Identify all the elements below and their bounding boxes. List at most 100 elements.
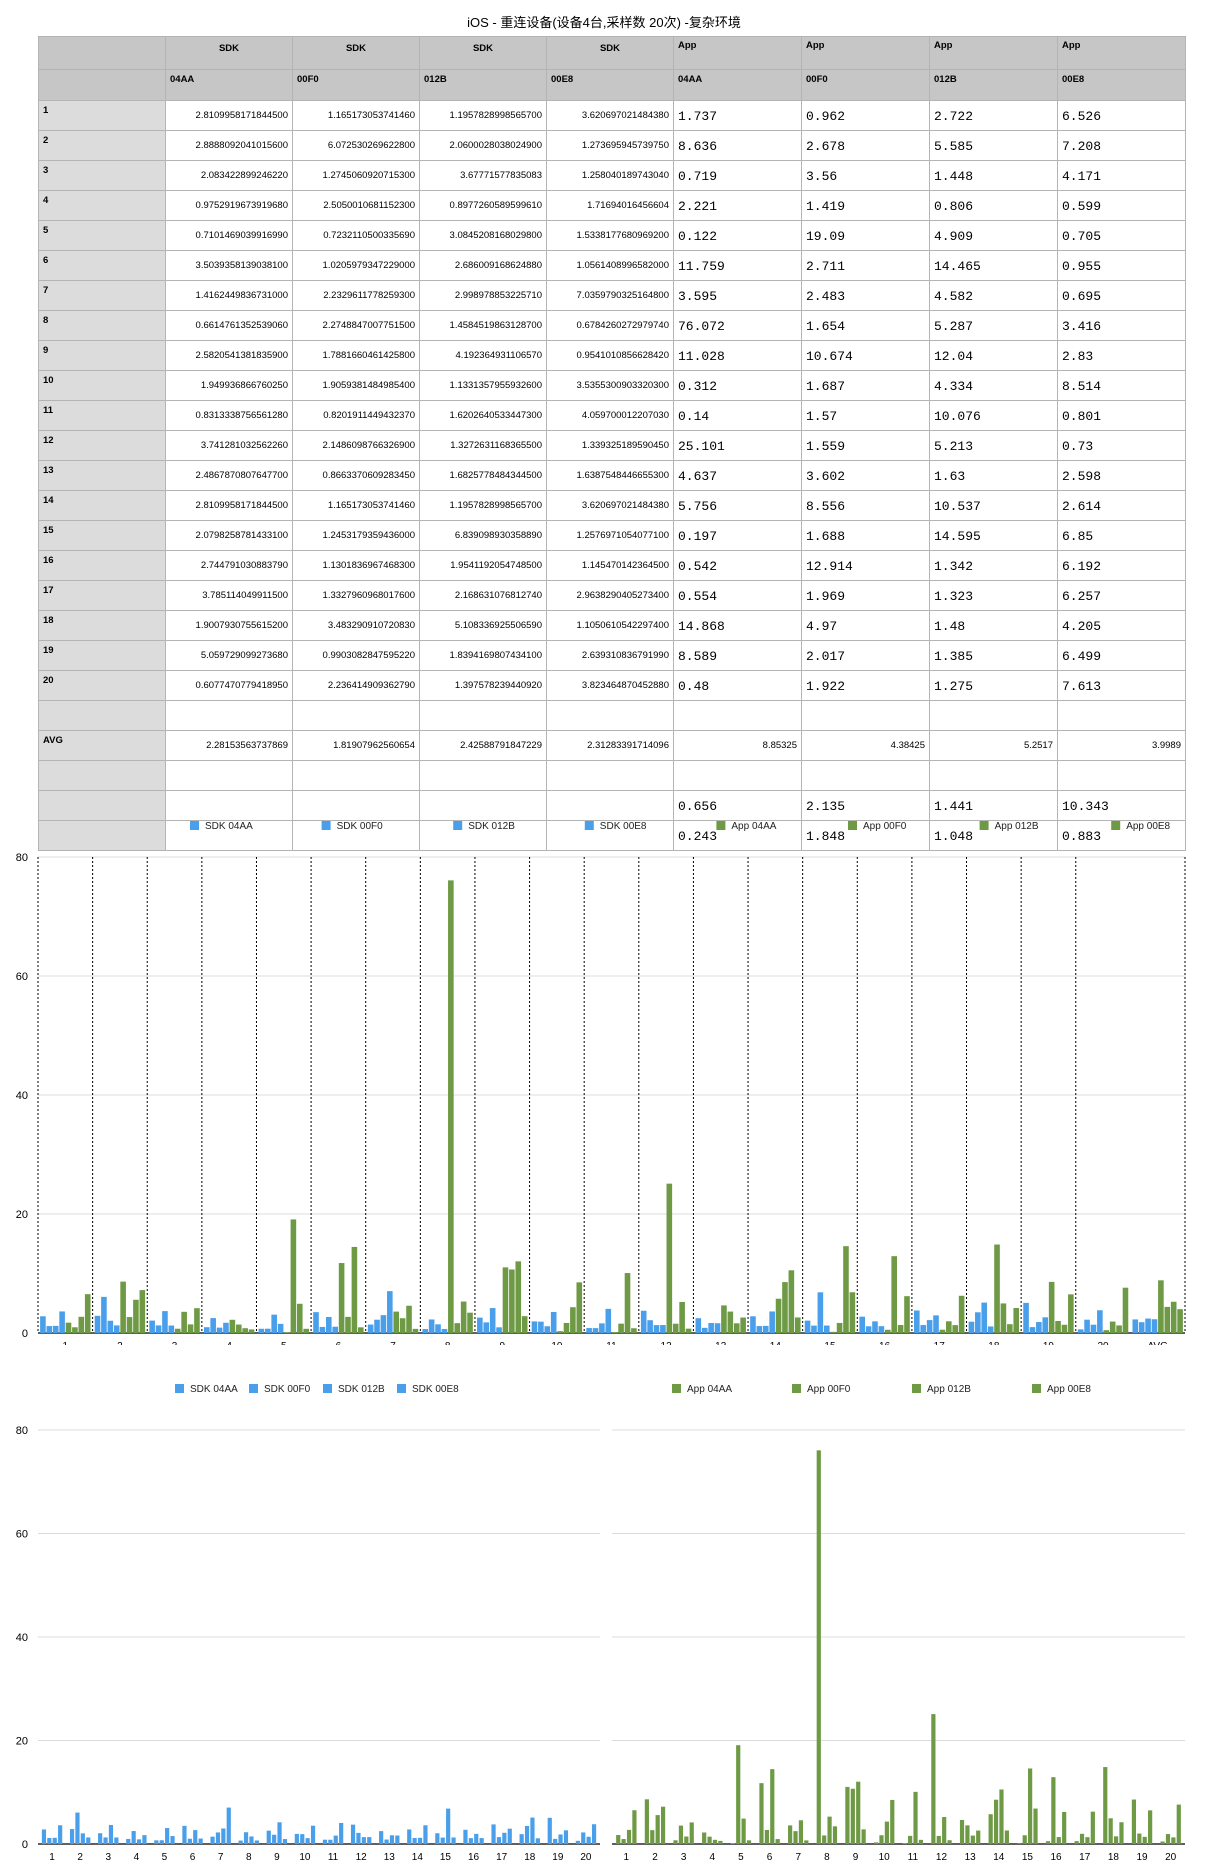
x-tick-label: 10 [551, 1341, 563, 1345]
app-cell: 1.654 [801, 310, 930, 341]
legend-label: SDK 00E8 [412, 1384, 459, 1395]
bar [358, 1327, 364, 1333]
bar [235, 1324, 242, 1333]
app-cell: 6.499 [1057, 640, 1186, 671]
bar [640, 1310, 647, 1333]
bar [277, 1323, 284, 1333]
sdk-cell: 3.483290910720830 [292, 610, 420, 641]
table-row: 8 0.6614761352539060 2.2748847007751500 1.4… [38, 310, 1186, 341]
x-tick-label: 14 [770, 1341, 782, 1345]
empty-cell [546, 700, 674, 731]
bar [1177, 1309, 1183, 1333]
sdk-cell: 3.5039358139038100 [165, 250, 293, 281]
row-label: 11 [38, 400, 166, 431]
app-cell: 3.602 [801, 460, 930, 491]
bar [1138, 1322, 1145, 1333]
bar [193, 1830, 198, 1844]
sdk-cell: 1.2745060920715300 [292, 160, 420, 191]
app-cell: 5.756 [673, 490, 802, 521]
legend-swatch [716, 821, 726, 830]
bar [993, 1799, 999, 1844]
bar [547, 1817, 552, 1844]
bar [958, 1295, 965, 1333]
extra-row: 0.243 1.848 1.048 0.883 [38, 820, 1186, 851]
app-cell: 8.514 [1057, 370, 1186, 401]
x-tick-label: 9 [499, 1341, 505, 1345]
bar [530, 1817, 535, 1844]
sdk-cell: 2.0600028038024900 [419, 130, 547, 161]
bar [531, 1321, 538, 1333]
row-label [38, 820, 166, 851]
app-cell: 19.09 [801, 220, 930, 251]
bar [535, 1838, 540, 1844]
row-label [38, 790, 166, 821]
x-tick-label: 7 [795, 1852, 801, 1862]
app-cell: 1.737 [673, 100, 802, 131]
bar [1079, 1833, 1085, 1844]
bar [333, 1835, 338, 1844]
x-tick-label: 12 [936, 1852, 948, 1862]
bar [918, 1839, 924, 1844]
bar [198, 1838, 203, 1844]
app-cell: 3.595 [673, 280, 802, 311]
bar [746, 1840, 752, 1844]
bar [393, 1311, 400, 1333]
table-row: 17 3.785114049911500 1.3327960968017600 2.1… [38, 580, 1186, 611]
bar [843, 1246, 849, 1333]
bar [52, 1837, 57, 1844]
bar [389, 1835, 395, 1844]
bar [859, 1316, 865, 1333]
bar [1131, 1799, 1137, 1844]
bar [69, 1829, 75, 1844]
bar [384, 1839, 389, 1844]
bar [611, 1332, 618, 1333]
bar [131, 1831, 136, 1844]
bar [879, 1835, 884, 1844]
bar [920, 1325, 927, 1333]
sdk-cell: 2.168631076812740 [419, 580, 547, 611]
row-label: 15 [38, 520, 166, 551]
app-cell: 11.028 [673, 340, 802, 371]
x-tick-label: 1 [49, 1852, 55, 1862]
app-cell: 2.221 [673, 190, 802, 221]
table-row: 14 2.8109958171844500 1.165173053741460 1.1… [38, 490, 1186, 521]
bar [47, 1837, 52, 1844]
bar [770, 1769, 775, 1844]
bar [631, 1328, 637, 1333]
legend-label: SDK 00E8 [600, 821, 647, 832]
bar [187, 1324, 194, 1333]
bar [374, 1319, 380, 1333]
bar [890, 1799, 895, 1844]
bar [999, 1789, 1004, 1844]
app-cell: 12.914 [801, 550, 930, 581]
bar [1148, 1810, 1153, 1844]
bar [223, 1322, 229, 1333]
row-label [38, 760, 166, 791]
sdk-cell: 0.9752919673919680 [165, 190, 293, 221]
bar [380, 1315, 387, 1333]
sdk-cell: 1.7881660461425800 [292, 340, 420, 371]
sdk-cell: 1.8394169807434100 [419, 640, 547, 671]
bar [836, 1322, 843, 1333]
column-device-header: 012B [929, 69, 1058, 101]
bar [1176, 1804, 1181, 1844]
column-group-header: SDK [419, 36, 547, 70]
bar [412, 1837, 417, 1844]
empty-cell [1057, 700, 1186, 731]
bar [856, 1781, 861, 1844]
bar [1022, 1835, 1027, 1844]
bar [277, 1822, 282, 1844]
sdk-cell: 0.6784260272979740 [546, 310, 674, 341]
bar [1036, 1322, 1042, 1333]
empty-cell [929, 700, 1058, 731]
sdk-cell: 0.6614761352539060 [165, 310, 293, 341]
bar [524, 1825, 530, 1844]
bar [817, 1292, 824, 1333]
legend-label: SDK 00F0 [337, 821, 384, 832]
app-cell: 1.57 [801, 400, 930, 431]
table-row: 12 3.741281032562260 2.1486098766326900 1.3… [38, 430, 1186, 461]
app-cell: 25.101 [673, 430, 802, 461]
bar [965, 1825, 970, 1844]
bar [221, 1828, 226, 1844]
sdk-cell: 1.1050610542297400 [546, 610, 674, 641]
